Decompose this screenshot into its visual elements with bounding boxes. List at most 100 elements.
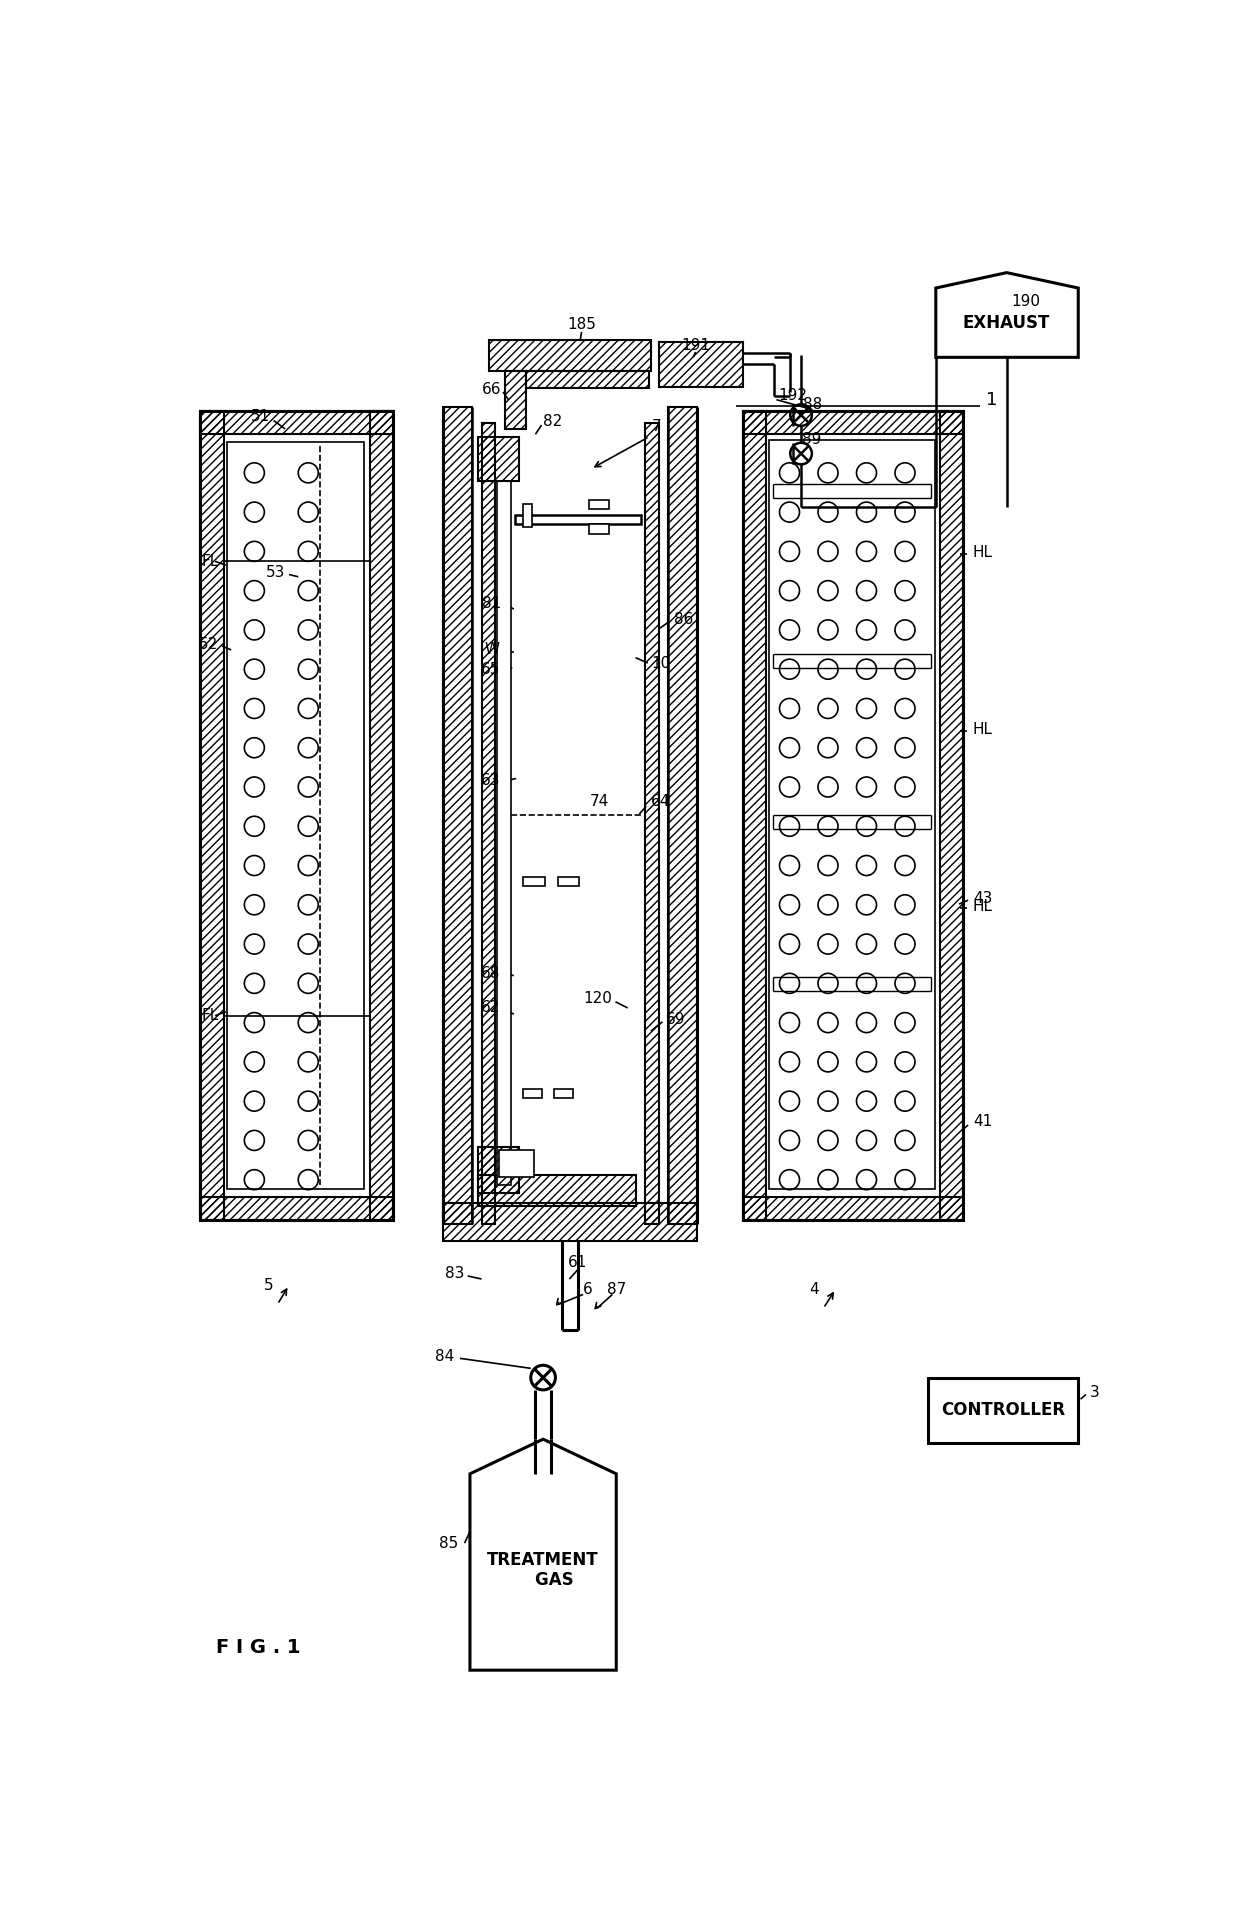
Bar — [443, 407, 472, 1224]
Text: 192: 192 — [777, 388, 807, 403]
Bar — [495, 422, 645, 1224]
Bar — [370, 411, 393, 1220]
Bar — [940, 411, 962, 1220]
Bar — [523, 1088, 542, 1098]
Bar — [554, 1088, 573, 1098]
Bar — [940, 411, 962, 1220]
Text: TREATMENT
    GAS: TREATMENT GAS — [487, 1551, 599, 1589]
Text: 191: 191 — [681, 338, 711, 353]
Text: 68: 68 — [481, 965, 500, 981]
Bar — [589, 524, 609, 533]
Bar — [558, 877, 579, 887]
Text: CONTROLLER: CONTROLLER — [941, 1401, 1065, 1418]
Bar — [505, 370, 526, 430]
Text: W: W — [485, 643, 500, 658]
Polygon shape — [936, 272, 1079, 357]
Text: 4: 4 — [810, 1282, 818, 1297]
Bar — [477, 1146, 520, 1194]
Bar — [201, 411, 393, 1220]
Bar — [201, 1197, 393, 1220]
Bar — [477, 438, 520, 480]
Text: 51: 51 — [250, 409, 270, 424]
Bar — [481, 422, 495, 1224]
Text: 62: 62 — [481, 1000, 500, 1015]
Text: HL: HL — [972, 898, 993, 913]
Polygon shape — [470, 1439, 616, 1670]
Text: FL: FL — [201, 1007, 218, 1023]
Bar — [516, 514, 641, 524]
Bar — [227, 441, 365, 1190]
Bar — [443, 1203, 697, 1242]
Text: 61: 61 — [568, 1255, 588, 1270]
Text: 66: 66 — [482, 382, 501, 397]
Text: HL: HL — [972, 722, 993, 737]
Bar — [477, 438, 520, 480]
Bar — [497, 480, 511, 1186]
Bar — [743, 1197, 962, 1220]
Text: 87: 87 — [606, 1282, 626, 1297]
Bar — [668, 407, 697, 1224]
Text: 185: 185 — [567, 317, 596, 332]
Bar — [443, 407, 472, 1224]
Bar — [523, 877, 544, 887]
Bar — [743, 411, 766, 1220]
Text: FL: FL — [201, 555, 218, 568]
Bar — [481, 422, 495, 1224]
Bar — [477, 1146, 520, 1194]
Bar — [928, 1378, 1079, 1443]
Text: 84: 84 — [435, 1349, 455, 1364]
Text: 52: 52 — [198, 637, 218, 652]
Text: 86: 86 — [675, 612, 693, 628]
Text: EXHAUST: EXHAUST — [963, 313, 1050, 332]
Bar — [645, 422, 658, 1224]
Bar — [770, 441, 935, 1190]
Bar — [490, 340, 651, 370]
Bar — [490, 340, 651, 370]
Bar — [743, 411, 962, 434]
Text: 5: 5 — [264, 1278, 274, 1293]
Text: 43: 43 — [972, 890, 992, 906]
Bar — [589, 499, 609, 509]
Text: 69: 69 — [666, 1011, 686, 1027]
Text: 88: 88 — [802, 397, 822, 413]
Bar — [743, 411, 766, 1220]
Text: 74: 74 — [590, 794, 609, 810]
Bar — [766, 434, 940, 1197]
Text: 63: 63 — [480, 773, 500, 789]
Bar — [201, 411, 223, 1220]
Bar — [370, 411, 393, 1220]
Text: F I G . 1: F I G . 1 — [216, 1637, 300, 1656]
Bar — [443, 1203, 697, 1242]
Bar — [223, 434, 370, 1197]
Bar — [201, 1197, 393, 1220]
Bar — [477, 1174, 635, 1205]
Bar — [201, 411, 393, 434]
Text: 1: 1 — [986, 391, 997, 409]
Bar — [743, 1197, 962, 1220]
Text: 10: 10 — [651, 656, 670, 670]
Bar — [505, 370, 526, 430]
Text: 64: 64 — [651, 794, 671, 810]
Bar — [201, 411, 223, 1220]
Bar — [743, 411, 962, 434]
Text: 3: 3 — [1090, 1386, 1100, 1401]
Bar — [645, 422, 658, 1224]
Bar — [526, 370, 650, 388]
Text: HL: HL — [972, 545, 993, 560]
Bar — [526, 370, 650, 388]
Bar — [743, 411, 962, 1220]
Text: 81: 81 — [482, 597, 501, 612]
Bar — [523, 503, 532, 526]
Text: 41: 41 — [972, 1115, 992, 1130]
Text: 120: 120 — [584, 992, 613, 1006]
Text: 85: 85 — [439, 1535, 459, 1551]
Text: 83: 83 — [445, 1267, 465, 1282]
Bar — [472, 407, 668, 1224]
Text: 82: 82 — [543, 415, 563, 428]
Bar — [201, 411, 393, 434]
Text: 7: 7 — [652, 418, 662, 434]
Bar — [658, 342, 743, 386]
Bar — [658, 342, 743, 386]
Text: 65: 65 — [481, 662, 500, 677]
Text: 6: 6 — [583, 1282, 593, 1297]
